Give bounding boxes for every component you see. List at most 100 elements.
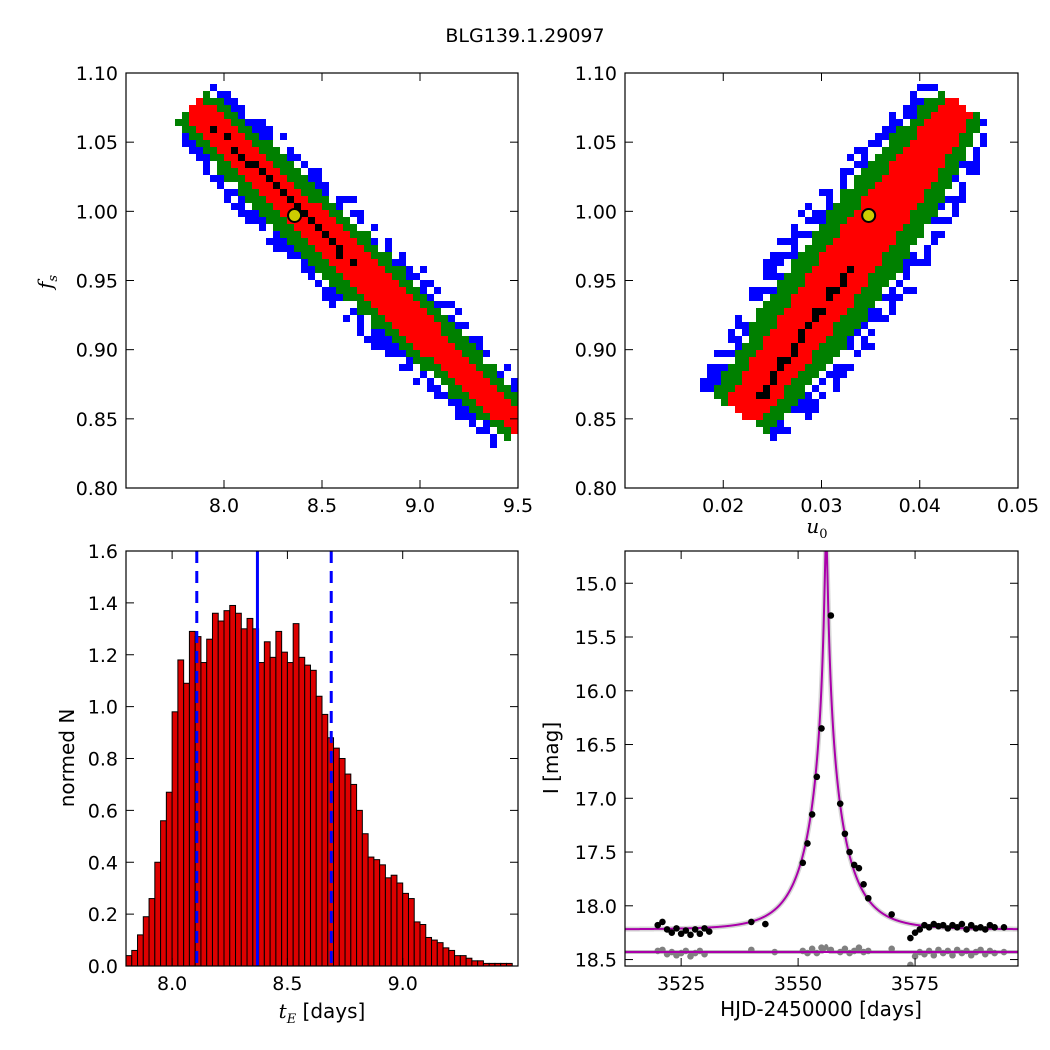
u0-fs-cell	[791, 392, 798, 399]
u0-fs-cell	[749, 287, 756, 294]
te-fs-cell	[273, 203, 280, 210]
u0-fs-cell	[840, 196, 847, 203]
u0-fs-cell	[924, 140, 931, 147]
u0-fs-cell	[770, 259, 777, 266]
u0-fs-cell	[854, 350, 861, 357]
te-fs-cell	[399, 287, 406, 294]
te-fs-cell	[182, 133, 189, 140]
u0-fs-cell	[854, 238, 861, 245]
te-fs-cell	[315, 196, 322, 203]
te-fs-cell	[476, 427, 483, 434]
data-point	[808, 811, 816, 818]
te-fs-cell	[350, 210, 357, 217]
te-fs-cell	[406, 308, 413, 315]
u0-fs-cell	[805, 364, 812, 371]
te-fs-cell	[378, 273, 385, 280]
te-fs-cell	[427, 322, 434, 329]
u0-fs-cell	[770, 322, 777, 329]
histogram-bar	[477, 960, 484, 967]
u0-fs-cell	[798, 343, 805, 350]
u0-fs-cell	[868, 196, 875, 203]
u0-fs-cell	[840, 189, 847, 196]
u0-fs-cell	[805, 392, 812, 399]
te-fs-cell	[224, 161, 231, 168]
u0-fs-cell	[875, 161, 882, 168]
te-fs-cell	[245, 189, 252, 196]
te-fs-cell	[210, 119, 217, 126]
u0-fs-cell	[861, 287, 868, 294]
u0-fs-cell	[749, 406, 756, 413]
u0-fs-best-cell	[770, 378, 777, 385]
te-fs-cell	[196, 140, 203, 147]
te-fs-cell	[259, 189, 266, 196]
te-fs-cell	[399, 280, 406, 287]
u0-fs-cell	[847, 189, 854, 196]
u0-fs-cell	[875, 315, 882, 322]
te-fs-cell	[378, 308, 385, 315]
u0-fs-cell	[889, 294, 896, 301]
u0-fs-cell	[924, 154, 931, 161]
te-fs-cell	[259, 154, 266, 161]
u0-fs-cell	[798, 280, 805, 287]
te-fs-cell	[315, 210, 322, 217]
te-fs-cell	[357, 280, 364, 287]
u0-fs-cell	[931, 126, 938, 133]
u0-fs-cell	[868, 308, 875, 315]
u0-fs-cell	[896, 280, 903, 287]
u0-fs-cell	[791, 385, 798, 392]
residual-point	[991, 949, 998, 957]
te-fs-cell	[490, 378, 497, 385]
te-fs-cell	[294, 238, 301, 245]
u0-fs-cell	[833, 364, 840, 371]
u0-fs-cell	[840, 182, 847, 189]
u0-fs-cell	[840, 210, 847, 217]
te-fs-best-cell	[315, 224, 322, 231]
u0-fs-cell	[812, 343, 819, 350]
te-fs-cell	[364, 273, 371, 280]
u0-fs-best-cell	[847, 266, 854, 273]
u0-fs-cell	[812, 294, 819, 301]
u0-fs-cell	[826, 259, 833, 266]
u0-fs-cell	[749, 378, 756, 385]
u0-fs-cell	[777, 350, 784, 357]
histogram-xtick-label: 9.0	[388, 973, 418, 995]
u0-fs-cell	[826, 210, 833, 217]
histogram-bar	[298, 656, 306, 967]
u0-fs-cell	[756, 385, 763, 392]
te-fs-cell	[420, 336, 427, 343]
te-fs-cell	[392, 336, 399, 343]
u0-fs-cell	[896, 238, 903, 245]
u0-fs-cell	[973, 147, 980, 154]
te-fs-cell	[315, 217, 322, 224]
u0-fs-best-cell	[819, 308, 826, 315]
te-fs-cell	[399, 322, 406, 329]
u0-fs-cell	[791, 308, 798, 315]
te-fs-cell	[175, 119, 182, 126]
u0-fs-cell	[819, 280, 826, 287]
u0-fs-cell	[798, 385, 805, 392]
te-fs-cell	[371, 287, 378, 294]
u0-fs-cell	[714, 371, 721, 378]
u0-fs-cell	[840, 245, 847, 252]
te-fs-cell	[329, 280, 336, 287]
te-fs-cell	[392, 301, 399, 308]
te-fs-cell	[413, 357, 420, 364]
u0-fs-cell	[805, 371, 812, 378]
te-fs-cell	[245, 126, 252, 133]
u0-fs-cell	[819, 322, 826, 329]
histogram-bar	[448, 949, 456, 967]
u0-fs-cell	[833, 210, 840, 217]
u0-fs-cell	[735, 343, 742, 350]
te-fs-cell	[315, 280, 322, 287]
u0-fs-cell	[749, 322, 756, 329]
u0-fs-cell	[861, 266, 868, 273]
u0-fs-cell	[917, 182, 924, 189]
u0-fs-cell	[868, 259, 875, 266]
panel-te-fs: 8.0 8.5 9.0 9.50.800.850.900.951.001.051.10…	[33, 63, 533, 517]
te-fs-cell	[252, 196, 259, 203]
te-fs-cell	[392, 259, 399, 266]
u0-fs-cell	[812, 245, 819, 252]
u0-fs-cell	[847, 168, 854, 175]
u0-fs-cell	[840, 301, 847, 308]
u0-fs-cell	[924, 252, 931, 259]
